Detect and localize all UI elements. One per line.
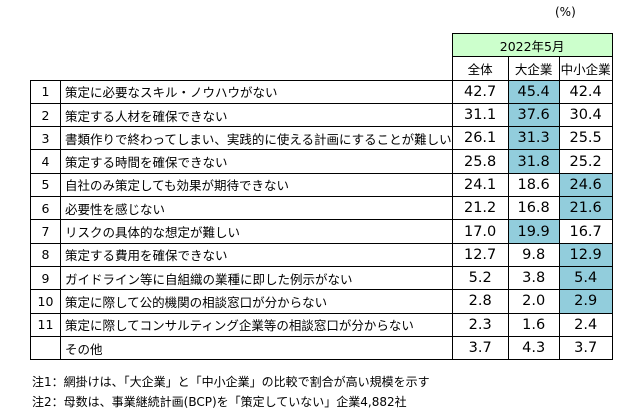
- row-label: 書類作りで終わってしまい、実践的に使える計画にすることが難しい: [60, 126, 453, 151]
- value-total: 24.1: [451, 172, 509, 198]
- row-label: 策定する人材を確保できない: [60, 102, 453, 128]
- value-sme: 24.6: [558, 172, 613, 198]
- column-header-large: 大企業: [507, 56, 560, 81]
- column-header-sme: 中小企業: [558, 56, 613, 81]
- table-row: 3 書類作りで終わってしまい、実践的に使える計画にすることが難しい 26.1 31.3…: [30, 126, 613, 151]
- row-number: 1: [30, 79, 61, 104]
- row-number: 10: [30, 289, 61, 314]
- value-large: 4.3: [507, 335, 560, 361]
- value-total: 2.3: [451, 312, 509, 337]
- value-large: 31.8: [507, 149, 560, 174]
- table-row: その他 3.7 4.3 3.7: [30, 335, 613, 361]
- survey-table: 2022年5月 全体 大企業 中小企業 1 策定に必要なスキル・ノウハウがない 42…: [30, 32, 613, 361]
- footnote-1: 注1：網掛けは、「大企業」と「中小企業」の比較で割合が高い規模を示す: [32, 375, 430, 389]
- footnotes: 注1：網掛けは、「大企業」と「中小企業」の比較で割合が高い規模を示す 注2：母数…: [32, 372, 430, 412]
- value-total: 3.7: [451, 335, 509, 361]
- row-number: 3: [30, 126, 61, 151]
- period-header: 2022年5月: [451, 32, 613, 58]
- row-label: その他: [60, 335, 453, 361]
- corner-blank: [30, 33, 453, 57]
- value-large: 2.0: [507, 289, 560, 314]
- table-row: 1 策定に必要なスキル・ノウハウがない 42.7 45.4 42.4: [30, 79, 613, 104]
- value-total: 25.8: [451, 149, 509, 174]
- row-number: 6: [30, 196, 61, 221]
- row-label: 自社のみ策定しても効果が期待できない: [60, 172, 453, 198]
- value-total: 12.7: [451, 242, 509, 267]
- value-large: 31.3: [507, 126, 560, 151]
- value-sme: 2.4: [558, 312, 613, 337]
- value-sme: 25.2: [558, 149, 613, 174]
- value-sme: 2.9: [558, 289, 613, 314]
- row-number: 2: [30, 102, 61, 128]
- row-label: 策定に必要なスキル・ノウハウがない: [60, 79, 453, 104]
- value-large: 16.8: [507, 196, 560, 221]
- corner-blank-2: [30, 56, 453, 81]
- row-number: 8: [30, 242, 61, 267]
- row-number: [30, 335, 61, 361]
- table-row: 7 リスクの具体的な想定が難しい 17.0 19.9 16.7: [30, 219, 613, 244]
- row-number: 5: [30, 172, 61, 198]
- row-number: 7: [30, 219, 61, 244]
- value-total: 21.2: [451, 196, 509, 221]
- value-sme: 21.6: [558, 196, 613, 221]
- row-label: 必要性を感じない: [60, 196, 453, 221]
- value-total: 5.2: [451, 265, 509, 291]
- value-sme: 42.4: [558, 79, 613, 104]
- value-total: 17.0: [451, 219, 509, 244]
- column-header-row: 全体 大企業 中小企業: [30, 56, 613, 81]
- row-label: 策定に際してコンサルティング企業等の相談窓口が分からない: [60, 312, 453, 337]
- value-large: 37.6: [507, 102, 560, 128]
- value-large: 18.6: [507, 172, 560, 198]
- value-total: 31.1: [451, 102, 509, 128]
- row-number: 4: [30, 149, 61, 174]
- row-label: 策定に際して公的機関の相談窓口が分からない: [60, 289, 453, 314]
- table-row: 11 策定に際してコンサルティング企業等の相談窓口が分からない 2.3 1.6 2.4: [30, 312, 613, 337]
- value-sme: 12.9: [558, 242, 613, 267]
- value-sme: 3.7: [558, 335, 613, 361]
- table-row: 5 自社のみ策定しても効果が期待できない 24.1 18.6 24.6: [30, 172, 613, 198]
- unit-label: (%): [555, 5, 576, 19]
- row-label: リスクの具体的な想定が難しい: [60, 219, 453, 244]
- value-large: 1.6: [507, 312, 560, 337]
- table-row: 8 策定する費用を確保できない 12.7 9.8 12.9: [30, 242, 613, 267]
- table-row: 2 策定する人材を確保できない 31.1 37.6 30.4: [30, 102, 613, 128]
- column-header-total: 全体: [451, 56, 509, 81]
- period-header-row: 2022年5月: [30, 32, 613, 58]
- footnote-2: 注2：母数は、事業継続計画(BCP)を「策定していない」企業4,882社: [32, 395, 407, 409]
- row-label: 策定する費用を確保できない: [60, 242, 453, 267]
- row-label: ガイドライン等に自組織の業種に即した例示がない: [60, 265, 453, 291]
- table-row: 10 策定に際して公的機関の相談窓口が分からない 2.8 2.0 2.9: [30, 289, 613, 314]
- table-row: 4 策定する時間を確保できない 25.8 31.8 25.2: [30, 149, 613, 174]
- row-number: 9: [30, 265, 61, 291]
- value-sme: 16.7: [558, 219, 613, 244]
- row-number: 11: [30, 312, 61, 337]
- table-row: 9 ガイドライン等に自組織の業種に即した例示がない 5.2 3.8 5.4: [30, 265, 613, 291]
- value-large: 19.9: [507, 219, 560, 244]
- value-sme: 30.4: [558, 102, 613, 128]
- row-label: 策定する時間を確保できない: [60, 149, 453, 174]
- value-total: 2.8: [451, 289, 509, 314]
- value-total: 26.1: [451, 126, 509, 151]
- value-sme: 5.4: [558, 265, 613, 291]
- table-row: 6 必要性を感じない 21.2 16.8 21.6: [30, 196, 613, 221]
- value-large: 45.4: [507, 79, 560, 104]
- value-total: 42.7: [451, 79, 509, 104]
- table-body: 1 策定に必要なスキル・ノウハウがない 42.7 45.4 42.4 2 策定する人材を確保…: [30, 79, 613, 361]
- value-sme: 25.5: [558, 126, 613, 151]
- value-large: 3.8: [507, 265, 560, 291]
- value-large: 9.8: [507, 242, 560, 267]
